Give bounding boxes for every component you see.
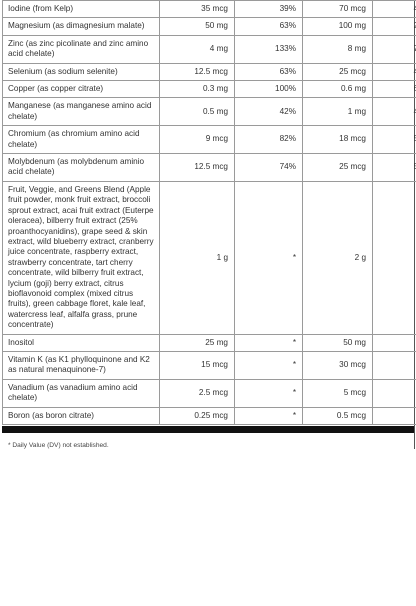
nutrient-row: Molybdenum (as molybdenum aminio acid ch… [2, 153, 416, 182]
amount-per-serving-1: 9 mcg [159, 125, 235, 155]
amount-per-serving-2: 5 mcg [302, 378, 373, 408]
daily-value-1: 82% [234, 125, 303, 155]
nutrient-name: Zinc (as zinc picolinate and zinc amino … [2, 34, 160, 64]
daily-value-2: 51% [372, 125, 416, 155]
daily-value-1: * [234, 180, 303, 335]
amount-per-serving-2: 25 mcg [302, 62, 373, 82]
daily-value-2: * [372, 350, 416, 380]
daily-value-2: * [372, 406, 416, 426]
nutrient-name: Iodine (from Kelp) [2, 0, 160, 19]
amount-per-serving-2: 25 mcg [302, 153, 373, 182]
section-divider-bar [2, 426, 414, 433]
amount-per-serving-1: 12.5 mcg [159, 153, 235, 182]
amount-per-serving-1: 0.25 mcg [159, 406, 235, 426]
nutrient-name: Magnesium (as dimagnesium malate) [2, 17, 160, 36]
daily-value-2: 73% [372, 34, 416, 64]
nutrient-name: Vanadium (as vanadium amino acid chelate… [2, 378, 160, 408]
amount-per-serving-1: 12.5 mcg [159, 62, 235, 82]
daily-value-2: 67% [372, 80, 416, 99]
amount-per-serving-1: 0.3 mg [159, 80, 235, 99]
amount-per-serving-1: 2.5 mcg [159, 378, 235, 408]
nutrient-row: Boron (as boron citrate) 0.25 mcg * 0.5 mcg… [2, 406, 416, 426]
nutrient-name: Chromium (as chromium amino acid chelate… [2, 125, 160, 155]
amount-per-serving-2: 0.6 mg [302, 80, 373, 99]
daily-value-1: 133% [234, 34, 303, 64]
amount-per-serving-2: 30 mcg [302, 350, 373, 380]
amount-per-serving-2: 2 g [302, 180, 373, 335]
nutrient-name: Selenium (as sodium selenite) [2, 62, 160, 82]
daily-value-1: * [234, 350, 303, 380]
daily-value-1: 74% [234, 153, 303, 182]
daily-value-2: * [372, 180, 416, 335]
daily-value-1: * [234, 333, 303, 352]
amount-per-serving-1: 15 mcg [159, 350, 235, 380]
daily-value-2: * [372, 333, 416, 352]
daily-value-2: 24% [372, 17, 416, 36]
daily-value-2: 45% [372, 62, 416, 82]
amount-per-serving-2: 1 mg [302, 97, 373, 127]
nutrient-row: Selenium (as sodium selenite) 12.5 mcg 63%… [2, 62, 416, 82]
amount-per-serving-1: 0.5 mg [159, 97, 235, 127]
nutrient-row: Manganese (as manganese amino acid chela… [2, 97, 416, 127]
nutrient-name: Boron (as boron citrate) [2, 406, 160, 426]
amount-per-serving-2: 50 mg [302, 333, 373, 352]
daily-value-1: * [234, 378, 303, 408]
daily-value-1: 63% [234, 17, 303, 36]
daily-value-2: 56% [372, 153, 416, 182]
daily-value-1: 42% [234, 97, 303, 127]
nutrient-name: Fruit, Veggie, and Greens Blend (Apple f… [2, 180, 160, 335]
amount-per-serving-1: 1 g [159, 180, 235, 335]
amount-per-serving-2: 0.5 mcg [302, 406, 373, 426]
nutrient-name: Vitamin K (as K1 phylloquinone and K2 as… [2, 350, 160, 380]
nutrient-row: Magnesium (as dimagnesium malate) 50 mg 63… [2, 17, 416, 36]
amount-per-serving-2: 18 mcg [302, 125, 373, 155]
nutrient-row: Vanadium (as vanadium amino acid chelate… [2, 378, 416, 408]
amount-per-serving-1: 50 mg [159, 17, 235, 36]
amount-per-serving-1: 4 mg [159, 34, 235, 64]
daily-value-1: 63% [234, 62, 303, 82]
daily-value-1: * [234, 406, 303, 426]
nutrient-name: Manganese (as manganese amino acid chela… [2, 97, 160, 127]
nutrient-name: Molybdenum (as molybdenum aminio acid ch… [2, 153, 160, 182]
amount-per-serving-1: 35 mcg [159, 0, 235, 19]
nutrient-name: Inositol [2, 333, 160, 352]
nutrient-row: Zinc (as zinc picolinate and zinc amino … [2, 34, 416, 64]
nutrient-row: Chromium (as chromium amino acid chelate… [2, 125, 416, 155]
amount-per-serving-1: 25 mg [159, 333, 235, 352]
daily-value-2: 43% [372, 97, 416, 127]
nutrient-row: Fruit, Veggie, and Greens Blend (Apple f… [2, 180, 416, 335]
amount-per-serving-2: 8 mg [302, 34, 373, 64]
footnote: * Daily Value (DV) not established. [8, 442, 109, 449]
daily-value-2: 47% [372, 0, 416, 19]
nutrient-row: Vitamin K (as K1 phylloquinone and K2 as… [2, 350, 416, 380]
daily-value-1: 100% [234, 80, 303, 99]
nutrient-name: Copper (as copper citrate) [2, 80, 160, 99]
daily-value-2: * [372, 378, 416, 408]
amount-per-serving-2: 70 mcg [302, 0, 373, 19]
daily-value-1: 39% [234, 0, 303, 19]
amount-per-serving-2: 100 mg [302, 17, 373, 36]
nutrient-row: Copper (as copper citrate) 0.3 mg 100% 0.6 … [2, 80, 416, 99]
